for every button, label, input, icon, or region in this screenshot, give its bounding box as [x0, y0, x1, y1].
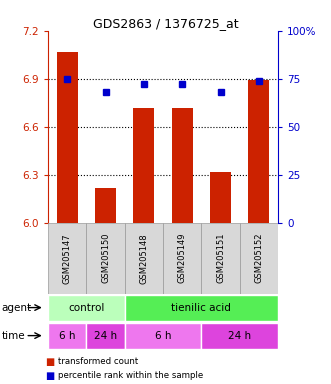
Text: transformed count: transformed count: [58, 357, 138, 366]
Bar: [125, 295, 278, 321]
Text: GSM205149: GSM205149: [178, 233, 187, 283]
Bar: [201, 223, 240, 294]
Bar: [86, 223, 125, 294]
Text: GDS2863 / 1376725_at: GDS2863 / 1376725_at: [93, 17, 238, 30]
Bar: [248, 80, 269, 223]
Text: tienilic acid: tienilic acid: [171, 303, 231, 313]
Bar: [201, 323, 278, 349]
Text: agent: agent: [2, 303, 32, 313]
Bar: [210, 172, 231, 223]
Text: control: control: [68, 303, 105, 313]
Bar: [48, 295, 125, 321]
Text: ■: ■: [45, 357, 54, 367]
Text: GSM205152: GSM205152: [254, 233, 263, 283]
Bar: [172, 108, 193, 223]
Bar: [48, 223, 86, 294]
Bar: [95, 187, 116, 223]
Bar: [57, 51, 78, 223]
Text: ■: ■: [45, 371, 54, 381]
Text: GSM205147: GSM205147: [63, 233, 72, 283]
Text: GSM205148: GSM205148: [139, 233, 148, 283]
Bar: [86, 323, 125, 349]
Text: 24 h: 24 h: [94, 331, 117, 341]
Bar: [125, 323, 201, 349]
Text: time: time: [2, 331, 25, 341]
Text: 6 h: 6 h: [59, 331, 75, 341]
Text: GSM205150: GSM205150: [101, 233, 110, 283]
Bar: [133, 108, 154, 223]
Text: GSM205151: GSM205151: [216, 233, 225, 283]
Bar: [125, 223, 163, 294]
Text: 6 h: 6 h: [155, 331, 171, 341]
Bar: [163, 223, 201, 294]
Bar: [48, 323, 86, 349]
Bar: [240, 223, 278, 294]
Text: percentile rank within the sample: percentile rank within the sample: [58, 371, 203, 380]
Text: 24 h: 24 h: [228, 331, 251, 341]
